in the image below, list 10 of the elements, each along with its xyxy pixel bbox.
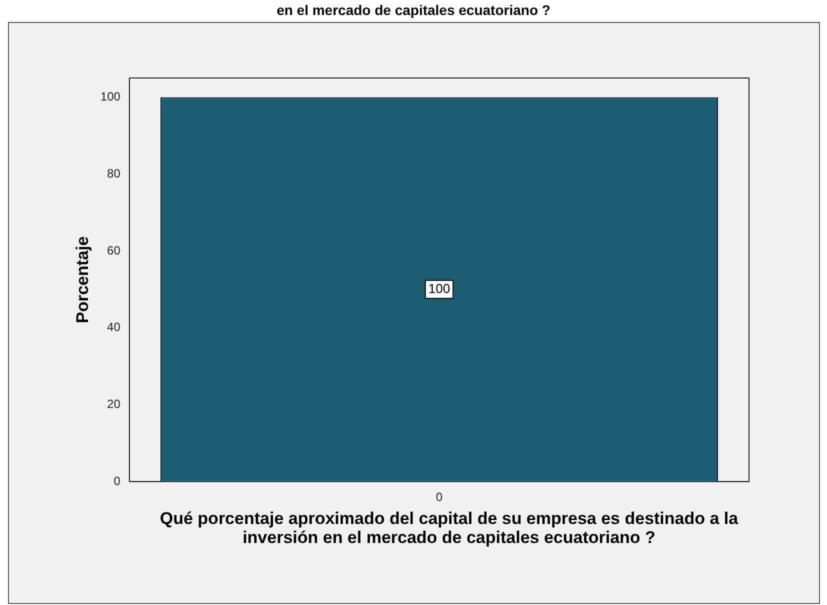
y-tick-label: 40 bbox=[107, 320, 121, 334]
data-label: 100 bbox=[428, 280, 450, 296]
y-tick-label: 100 bbox=[100, 90, 121, 104]
y-axis-title: Porcentaje bbox=[72, 236, 92, 324]
chart-title: en el mercado de capitales ecuatoriano ? bbox=[276, 2, 552, 18]
x-axis-title: Qué porcentaje aproximado del capital de su empresa es destinado a la inversión en el mercado de capitales ecuatoriano ? bbox=[159, 509, 739, 547]
y-tick-label: 20 bbox=[107, 397, 121, 412]
y-tick-label: 0 bbox=[114, 474, 121, 488]
y-tick-label: 80 bbox=[107, 166, 121, 180]
y-tick-label: 60 bbox=[107, 243, 121, 258]
